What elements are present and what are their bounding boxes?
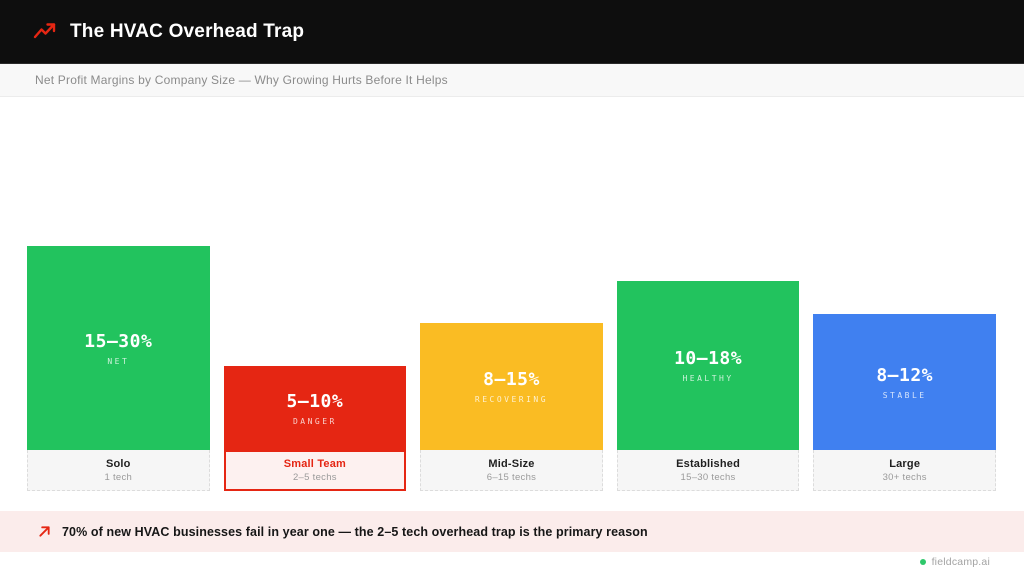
chart-subtitle: Net Profit Margins by Company Size — Why… — [35, 73, 448, 87]
bar-status-label: DANGER — [292, 416, 337, 426]
category-team-size: 30+ techs — [882, 471, 927, 483]
bar-segment: 5–10% DANGER — [223, 366, 407, 450]
bar-category-label: Established 15–30 techs — [616, 450, 800, 491]
subtitle-bar: Net Profit Margins by Company Size — Why… — [0, 64, 1024, 97]
bar-segment: 8–15% RECOVERING — [420, 323, 603, 450]
bar-category-label: Large 30+ techs — [813, 450, 996, 491]
header-bar: The HVAC Overhead Trap — [0, 0, 1024, 64]
bar-chart: 15–30% NET Solo 1 tech 5–10% DANGER Small Team… — [27, 97, 996, 491]
bar-column-mid-size: 8–15% RECOVERING Mid-Size 6–15 techs — [420, 323, 603, 491]
bar-value-label: 5–10% — [286, 390, 344, 412]
bar-category-label: Solo 1 tech — [27, 450, 210, 491]
bar-value-label: 8–12% — [876, 364, 934, 386]
arrow-up-right-icon — [39, 526, 50, 537]
category-team-size: 15–30 techs — [680, 471, 736, 483]
bar-segment: 15–30% NET — [27, 246, 210, 450]
bar-column-established: 10–18% HEALTHY Established 15–30 techs — [616, 281, 800, 491]
brand-dot-icon — [919, 559, 926, 565]
bar-column-large: 8–12% STABLE Large 30+ techs — [813, 314, 996, 491]
bar-value-label: 15–30% — [84, 330, 153, 352]
bar-segment: 10–18% HEALTHY — [616, 281, 800, 450]
callout-banner: 70% of new HVAC businesses fail in year … — [0, 511, 1024, 552]
category-name: Small Team — [283, 458, 347, 470]
bar-status-label: HEALTHY — [682, 374, 734, 383]
brand-label: fieldcamp.ai — [931, 556, 990, 568]
bar-value-label: 8–15% — [483, 369, 540, 390]
bar-category-label: Mid-Size 6–15 techs — [420, 450, 603, 491]
category-name: Established — [676, 457, 741, 470]
callout-text: 70% of new HVAC businesses fail in year … — [62, 524, 648, 539]
bar-status-label: NET — [107, 356, 130, 366]
category-team-size: 2–5 techs — [292, 472, 337, 483]
bar-segment: 8–12% STABLE — [813, 314, 996, 450]
bar-status-label: STABLE — [882, 390, 927, 400]
category-name: Large — [889, 457, 921, 470]
bar-category-label: Small Team 2–5 techs — [223, 450, 407, 491]
page-title: The HVAC Overhead Trap — [70, 20, 305, 42]
bar-column-solo: 15–30% NET Solo 1 tech — [27, 246, 210, 491]
bar-status-label: RECOVERING — [474, 395, 549, 404]
brand-mark: fieldcamp.ai — [919, 556, 990, 568]
trending-up-icon — [33, 22, 56, 38]
category-name: Mid-Size — [488, 457, 535, 470]
bar-column-small-team: 5–10% DANGER Small Team 2–5 techs — [223, 366, 407, 491]
bar-value-label: 10–18% — [674, 348, 743, 369]
category-team-size: 6–15 techs — [486, 471, 537, 483]
category-name: Solo — [105, 457, 131, 470]
category-team-size: 1 tech — [104, 471, 133, 483]
